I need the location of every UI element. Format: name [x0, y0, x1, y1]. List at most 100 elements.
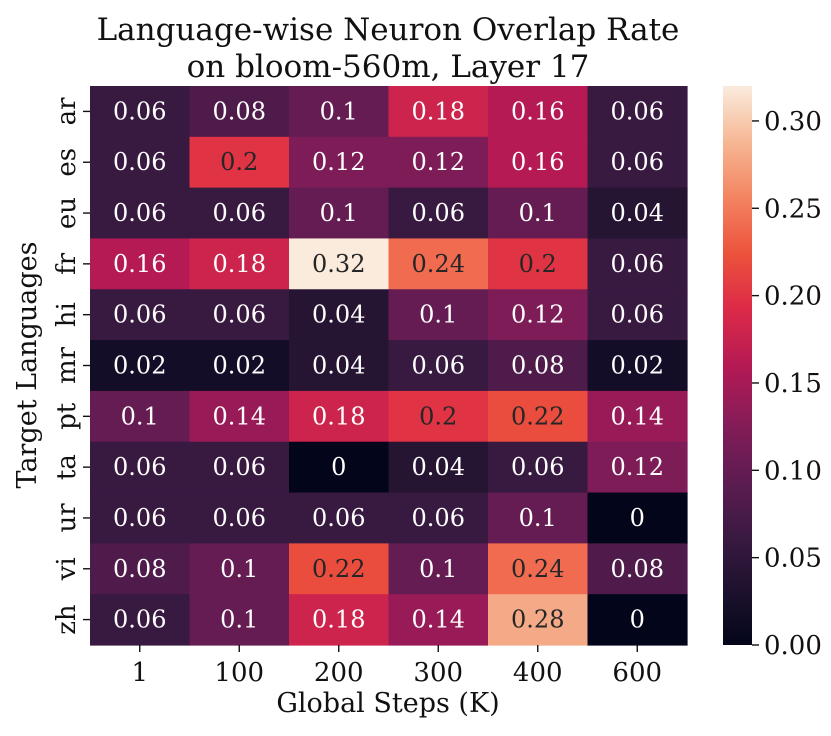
cell-value-label: 0: [331, 453, 346, 481]
cell-value-label: 0.1: [320, 199, 358, 227]
cell-value-label: 0.22: [511, 402, 564, 430]
cell-value-label: 0.02: [113, 352, 166, 380]
cell-value-label: 0.1: [121, 402, 159, 430]
heatmap-cell: [587, 238, 688, 290]
heatmap-cell: [90, 340, 191, 392]
heatmap-cell: [587, 441, 688, 494]
colorbar-tick-label: 0.15: [764, 369, 822, 399]
heatmap-cell: [488, 543, 589, 595]
cell-value-label: 0.06: [213, 199, 266, 227]
y-tick-label: mr: [52, 346, 82, 384]
cell-value-label: 0.14: [213, 402, 266, 430]
x-axis-ticks: 1 100 200 300 400 600: [131, 645, 662, 688]
chart-title-line-1: Language-wise Neuron Overlap Rate: [97, 12, 680, 48]
cell-value-label: 0.06: [113, 453, 166, 481]
cell-value-label: 0.06: [113, 504, 166, 532]
heatmap-cell: [587, 390, 688, 443]
cell-value-label: 0.18: [312, 402, 365, 430]
heatmap-cell: [488, 187, 589, 240]
heatmap-cell: [587, 136, 688, 189]
heatmap-cell: [488, 441, 589, 494]
cell-value-label: 0.08: [511, 352, 564, 380]
colorbar-tick-label: 0.25: [764, 194, 822, 224]
heatmap-cell: [388, 543, 489, 595]
x-tick-label: 600: [612, 658, 662, 688]
heatmap-cell: [587, 543, 688, 595]
heatmap-cell: [587, 492, 688, 544]
cell-value-label: 0.06: [611, 301, 664, 329]
cell-value-label: 0.06: [113, 301, 166, 329]
cell-value-label: 0.12: [511, 301, 564, 329]
heatmap-cell: [90, 86, 191, 138]
cell-value-label: 0.2: [519, 250, 557, 278]
heatmap-cell: [388, 492, 489, 544]
cell-value-label: 0.18: [312, 606, 365, 634]
heatmap-cell: [388, 86, 489, 138]
colorbar-tick-label: 0.00: [764, 631, 822, 661]
y-tick-label: pt: [52, 402, 82, 430]
cell-value-label: 0.2: [220, 148, 258, 176]
heatmap-cell: [189, 441, 290, 494]
cell-value-label: 0.32: [312, 250, 365, 278]
cell-value-label: 0.08: [611, 555, 664, 583]
cell-value-label: 0.06: [611, 250, 664, 278]
cell-value-label: 0.04: [312, 301, 365, 329]
cell-value-label: 0.04: [312, 352, 365, 380]
cell-value-label: 0.12: [412, 148, 465, 176]
heatmap-cell: [587, 289, 688, 341]
cell-value-label: 0.06: [213, 453, 266, 481]
heatmap-cell: [587, 594, 688, 646]
heatmap-cell: [90, 441, 191, 494]
cell-value-label: 0.02: [611, 352, 664, 380]
heatmap-cell: [488, 136, 589, 189]
cell-value-label: 0.1: [419, 301, 457, 329]
cell-value-label: 0.14: [412, 606, 465, 634]
cell-value-label: 0.12: [312, 148, 365, 176]
y-tick-label: ur: [52, 503, 82, 533]
cell-value-label: 0: [630, 504, 645, 532]
heatmap-cell: [289, 289, 390, 341]
cell-value-label: 0.24: [412, 250, 465, 278]
heatmap-cell: [587, 340, 688, 392]
y-tick-label: eu: [52, 197, 82, 229]
cell-value-label: 0.1: [519, 199, 557, 227]
chart-title-line-2: on bloom-560m, Layer 17: [187, 49, 590, 85]
cell-value-label: 0.18: [412, 97, 465, 125]
heatmap-cell: [587, 86, 688, 138]
y-axis-title: Target Languages: [12, 242, 43, 489]
x-tick-label: 1: [131, 658, 148, 688]
heatmap-cell-labels: 0.06 0.08 0.1 0.18 0.16 0.06 0.06 0.2 0.12 0.12 0.…: [113, 97, 664, 633]
cell-value-label: 0.06: [412, 504, 465, 532]
cell-value-label: 0.1: [220, 606, 258, 634]
heatmap-cell: [289, 492, 390, 544]
cell-value-label: 0.16: [113, 250, 166, 278]
x-axis-title: Global Steps (K): [276, 688, 499, 719]
cell-value-label: 0.06: [412, 352, 465, 380]
heatmap-cell: [388, 136, 489, 189]
heatmap-cell: [488, 86, 589, 138]
heatmap-cell: [189, 543, 290, 595]
x-tick-label: 300: [413, 658, 463, 688]
heatmap-cell: [388, 187, 489, 240]
cell-value-label: 0.12: [611, 453, 664, 481]
cell-value-label: 0.18: [213, 250, 266, 278]
heatmap-cell: [189, 289, 290, 341]
colorbar-tick-label: 0.20: [764, 282, 822, 312]
colorbar-gradient: [723, 86, 752, 645]
heatmap-cell: [189, 86, 290, 138]
cell-value-label: 0.06: [113, 148, 166, 176]
heatmap-cell: [189, 238, 290, 290]
y-tick-label: ta: [52, 454, 82, 480]
heatmap-cell: [388, 594, 489, 646]
colorbar-tick-label: 0.05: [764, 544, 822, 574]
heatmap-cell: [488, 340, 589, 392]
heatmap-cell: [289, 340, 390, 392]
heatmap-cell: [289, 187, 390, 240]
cell-value-label: 0.06: [611, 148, 664, 176]
cell-value-label: 0.16: [511, 148, 564, 176]
heatmap-cell: [90, 238, 191, 290]
heatmap-cell: [289, 441, 390, 494]
y-tick-label: vi: [52, 557, 82, 581]
